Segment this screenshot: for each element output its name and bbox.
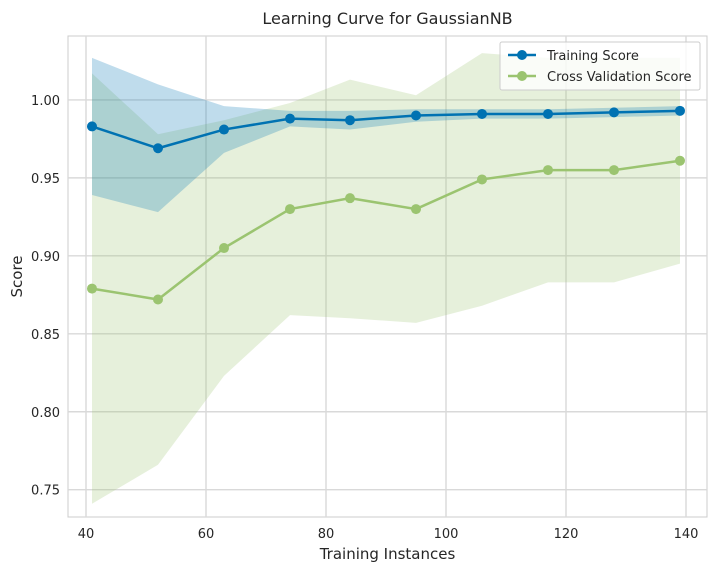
x-tick-label: 100 (434, 527, 459, 542)
cross-validation-point (609, 165, 619, 176)
training-score-point (87, 121, 97, 132)
series-lines (91, 109, 681, 301)
cross-validation-point (87, 283, 97, 294)
y-tick-label: 0.90 (31, 250, 60, 265)
x-tick-label: 120 (554, 527, 579, 542)
training-score-point (477, 108, 487, 119)
cross-validation-point (543, 165, 553, 176)
training-score-band (92, 57, 680, 213)
legend-label-cross-validation: Cross Validation Score (547, 70, 692, 85)
legend-box (499, 41, 701, 91)
training-score-point (609, 107, 619, 118)
y-tick-label: 0.75 (31, 484, 60, 499)
cross-validation-point (675, 155, 685, 166)
legend-marker-cross-validation (517, 71, 527, 81)
grid (68, 36, 707, 517)
confidence-bands (92, 53, 680, 504)
training-score-point (219, 124, 229, 135)
legend-label-training: Training Score (546, 49, 639, 64)
training-score-point (411, 110, 421, 121)
training-score-point (543, 108, 553, 119)
training-score-point (285, 113, 295, 124)
x-tick-label: 140 (674, 527, 699, 542)
y-tick-label: 0.95 (31, 172, 60, 187)
chart-title: Learning Curve for GaussianNB (262, 9, 512, 28)
cross-validation-point (345, 193, 355, 204)
y-tick-label: 0.80 (31, 406, 60, 421)
y-tick-label: 1.00 (31, 94, 60, 109)
cross-validation-point (411, 204, 421, 215)
cross-validation-point (219, 243, 229, 254)
y-axis-label: Score (8, 255, 26, 297)
tick-labels: 40 60 80 100 120 140 0.75 0.80 0.85 0.90 0.95 1.00 (31, 94, 698, 542)
training-score-point (345, 115, 355, 126)
training-score-point (675, 105, 685, 116)
x-tick-label: 60 (198, 527, 215, 542)
x-axis-label: Training Instances (319, 545, 456, 563)
cross-validation-point (477, 174, 487, 185)
legend-marker-training (517, 50, 527, 60)
cross-validation-line (91, 159, 681, 301)
plot-area (67, 35, 708, 518)
x-tick-label: 80 (318, 527, 335, 542)
legend: Training Score Cross Validation Score (499, 41, 701, 91)
x-tick-label: 40 (78, 527, 95, 542)
cross-validation-band (92, 53, 680, 504)
cross-validation-point (285, 204, 295, 215)
training-score-line (91, 109, 681, 150)
series-markers (87, 105, 685, 305)
y-tick-label: 0.85 (31, 328, 60, 343)
cross-validation-point (153, 294, 163, 305)
training-score-point (153, 143, 163, 154)
